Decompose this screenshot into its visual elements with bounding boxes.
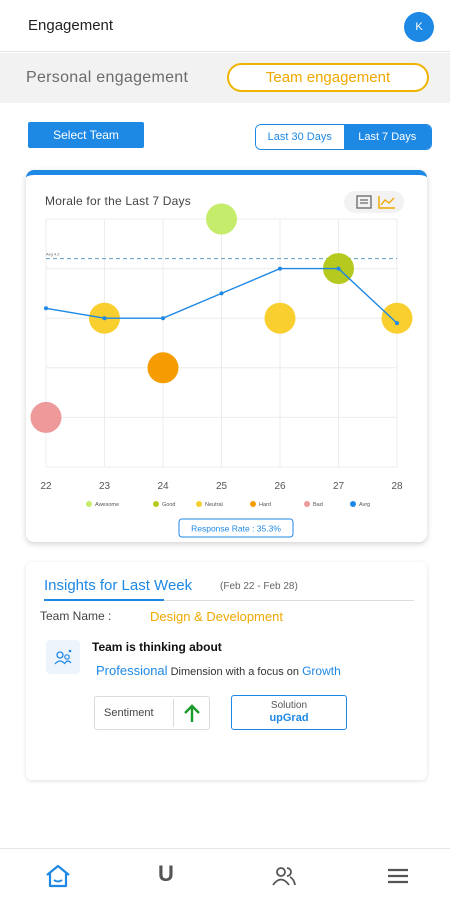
morale-chart: Avg 4.2 22 23 24 25 26 27 28 Awesome Good Neutra… [30, 203, 413, 538]
insights-title: Insights for Last Week [44, 577, 193, 594]
dimension-line: Professional Dimension with a focus on G… [96, 663, 341, 678]
x-tick-26: 26 [274, 481, 286, 492]
legend-dot-bad [304, 501, 310, 507]
legend-label-awesome: Awesome [95, 502, 119, 508]
average-point-23 [102, 316, 107, 321]
average-point-24 [161, 316, 165, 321]
insights-divider [44, 600, 414, 601]
focus-name: Growth [302, 664, 341, 678]
engagement-segment-bar: Personal engagement Team engagement [0, 53, 450, 103]
legend-dot-good [153, 501, 159, 507]
mood-bubble-24 [147, 352, 179, 384]
legend-label-hard: Hard [259, 502, 271, 508]
x-tick-28: 28 [391, 481, 403, 492]
people-icon[interactable] [270, 863, 298, 889]
select-team-button[interactable]: Select Team [28, 122, 144, 148]
sentiment-indicator: Sentiment [94, 696, 210, 730]
legend-dot-awesome [86, 501, 92, 507]
team-name-value: Design & Development [150, 609, 283, 624]
solution-label: Solution [270, 700, 308, 711]
sentiment-label: Sentiment [104, 707, 154, 719]
range-last-7-days[interactable]: Last 7 Days [343, 125, 431, 149]
mood-bubble-28 [381, 302, 413, 334]
legend-dot-hard [250, 501, 256, 507]
app-bar: Engagement K [0, 0, 450, 52]
team-thinking-title: Team is thinking about [92, 640, 222, 654]
x-tick-25: 25 [216, 481, 228, 492]
mood-bubble-25 [206, 203, 237, 235]
tab-team-engagement[interactable]: Team engagement [227, 63, 429, 92]
mood-bubbles [30, 203, 413, 433]
legend-label-neutral: Neutral [205, 502, 223, 508]
x-tick-27: 27 [333, 481, 345, 492]
mood-bubble-22 [30, 401, 62, 433]
tab-personal-engagement[interactable]: Personal engagement [26, 69, 189, 86]
team-thinking-icon [46, 640, 80, 674]
average-point-26 [278, 266, 282, 271]
avatar[interactable]: K [404, 12, 434, 42]
x-tick-23: 23 [99, 481, 111, 492]
insights-card: Insights for Last Week (Feb 22 - Feb 28)… [26, 562, 427, 780]
chart-legend: Awesome Good Neutral Hard Bad Avrg [86, 501, 370, 508]
solution-value: upGrad [269, 712, 309, 724]
bottom-navigation: U [0, 848, 450, 900]
u-logo-icon[interactable]: U [158, 861, 174, 886]
average-point-25 [219, 291, 224, 296]
x-tick-labels: 22 23 24 25 26 27 28 [40, 481, 403, 492]
insights-date-range: (Feb 22 - Feb 28) [220, 581, 298, 592]
solution-button[interactable]: Solution upGrad [231, 695, 347, 730]
date-range-toggle: Last 30 Days Last 7 Days [255, 124, 432, 150]
mood-bubble-26 [264, 302, 296, 334]
chart-title: Morale for the Last 7 Days [45, 194, 191, 208]
legend-dot-neutral [196, 501, 202, 507]
response-rate-badge [178, 518, 294, 538]
average-points [44, 266, 399, 326]
dimension-text: Dimension with a focus on [170, 666, 300, 678]
insights-title-underline [44, 599, 164, 601]
average-point-22 [44, 306, 48, 311]
chart-view-icon[interactable] [378, 195, 396, 209]
baseline-label: Avg 4.2 [46, 252, 60, 257]
average-point-27 [336, 266, 341, 271]
menu-icon[interactable] [384, 863, 412, 889]
table-view-icon[interactable] [356, 195, 372, 209]
response-rate-text: Response Rate : 35.3% [191, 524, 281, 534]
page-title: Engagement [28, 17, 114, 34]
legend-label-good: Good [162, 502, 175, 508]
range-last-30-days[interactable]: Last 30 Days [256, 125, 344, 149]
sentiment-divider [173, 699, 174, 727]
x-tick-24: 24 [157, 481, 169, 492]
home-icon[interactable] [44, 863, 72, 889]
legend-dot-avrg [350, 501, 356, 507]
view-toggle [344, 191, 404, 213]
team-name-label: Team Name : [40, 609, 112, 623]
legend-label-bad: Bad [313, 502, 323, 508]
legend-label-avrg: Avrg [359, 502, 370, 508]
x-tick-22: 22 [40, 481, 52, 492]
average-point-28 [395, 321, 399, 326]
dimension-name: Professional [96, 663, 168, 678]
arrow-up-icon [184, 704, 200, 722]
morale-chart-card: Morale for the Last 7 Days Avg 4.2 22 23 2… [26, 170, 427, 542]
